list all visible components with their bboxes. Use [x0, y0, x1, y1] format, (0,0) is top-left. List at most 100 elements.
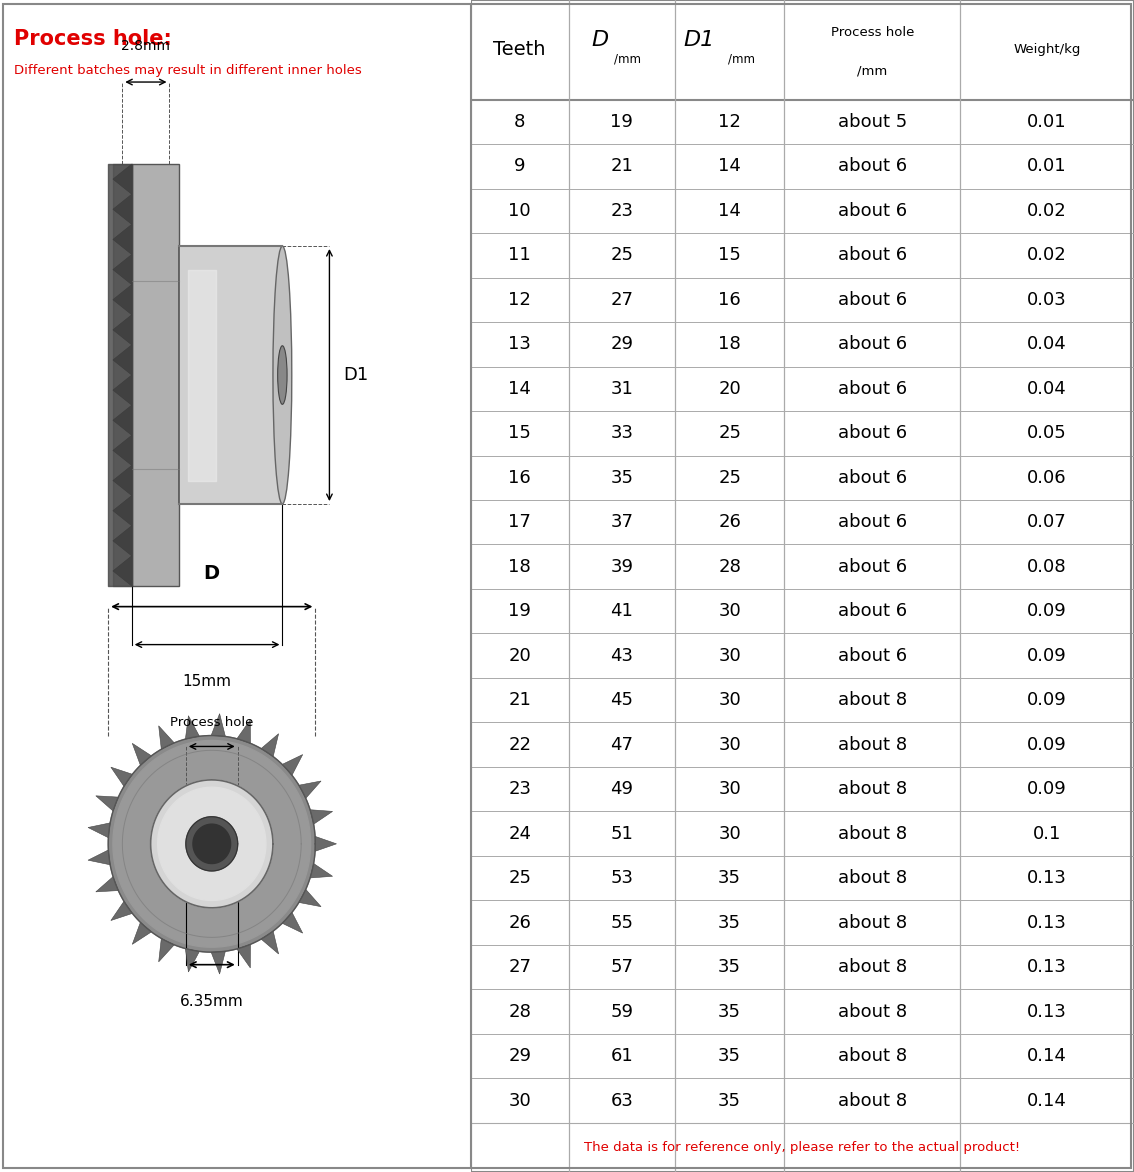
Polygon shape: [237, 720, 251, 743]
Text: about 8: about 8: [838, 781, 907, 798]
Text: 0.09: 0.09: [1027, 602, 1067, 620]
Text: 0.14: 0.14: [1027, 1047, 1067, 1065]
Text: 19: 19: [610, 113, 633, 131]
Text: 16: 16: [508, 469, 531, 486]
Text: 23: 23: [508, 781, 531, 798]
Polygon shape: [193, 824, 230, 864]
Ellipse shape: [278, 346, 287, 404]
Text: 28: 28: [718, 558, 742, 575]
Text: 30: 30: [718, 602, 741, 620]
Text: The data is for reference only, please refer to the actual product!: The data is for reference only, please r…: [584, 1140, 1021, 1154]
Text: 35: 35: [718, 1002, 742, 1021]
Text: 35: 35: [718, 1047, 742, 1065]
Text: /mm: /mm: [857, 64, 888, 77]
Text: 0.05: 0.05: [1027, 424, 1067, 442]
Text: 30: 30: [508, 1091, 531, 1110]
Bar: [179, 246, 282, 504]
Text: 0.13: 0.13: [1027, 958, 1067, 976]
Text: 18: 18: [508, 558, 531, 575]
Text: about 8: about 8: [838, 691, 907, 709]
Text: about 6: about 6: [838, 202, 907, 220]
Text: 0.02: 0.02: [1027, 246, 1067, 265]
Polygon shape: [211, 952, 226, 974]
Text: 14: 14: [718, 157, 742, 176]
Polygon shape: [88, 823, 110, 838]
Polygon shape: [185, 716, 200, 740]
Polygon shape: [151, 779, 273, 908]
Polygon shape: [133, 922, 152, 945]
Text: D: D: [204, 564, 220, 584]
Text: 20: 20: [718, 380, 741, 397]
Text: about 6: about 6: [838, 380, 907, 397]
Text: 15mm: 15mm: [183, 674, 231, 689]
Text: about 8: about 8: [838, 1047, 907, 1065]
Text: D1: D1: [684, 30, 716, 50]
Text: 15: 15: [508, 424, 531, 442]
Polygon shape: [159, 725, 175, 749]
Text: 35: 35: [718, 1091, 742, 1110]
Polygon shape: [111, 768, 133, 786]
Polygon shape: [159, 939, 175, 962]
Polygon shape: [113, 285, 132, 315]
Text: 12: 12: [718, 113, 742, 131]
Text: 37: 37: [610, 513, 634, 531]
Text: about 6: about 6: [838, 424, 907, 442]
Text: about 6: about 6: [838, 513, 907, 531]
Polygon shape: [113, 435, 132, 465]
Text: 16: 16: [718, 291, 741, 308]
Text: 26: 26: [718, 513, 742, 531]
Text: 0.13: 0.13: [1027, 914, 1067, 932]
Text: 35: 35: [718, 870, 742, 887]
Polygon shape: [282, 912, 303, 933]
Polygon shape: [310, 810, 332, 824]
Text: 35: 35: [610, 469, 634, 486]
Polygon shape: [113, 465, 132, 496]
Text: 8: 8: [514, 113, 525, 131]
Text: 30: 30: [718, 736, 741, 754]
Text: 23: 23: [610, 202, 634, 220]
Polygon shape: [299, 890, 321, 907]
Polygon shape: [185, 948, 200, 972]
Text: 0.09: 0.09: [1027, 647, 1067, 665]
Text: 30: 30: [718, 647, 741, 665]
Text: 39: 39: [610, 558, 634, 575]
Text: 63: 63: [610, 1091, 633, 1110]
Text: 26: 26: [508, 914, 531, 932]
Text: 45: 45: [610, 691, 634, 709]
Text: 0.04: 0.04: [1027, 380, 1067, 397]
Text: 0.01: 0.01: [1027, 113, 1067, 131]
Polygon shape: [211, 714, 226, 736]
Text: Teeth: Teeth: [493, 40, 545, 60]
Text: 53: 53: [610, 870, 634, 887]
Polygon shape: [113, 345, 132, 375]
Text: 49: 49: [610, 781, 634, 798]
Text: 0.09: 0.09: [1027, 736, 1067, 754]
Polygon shape: [113, 315, 132, 345]
Text: 0.09: 0.09: [1027, 781, 1067, 798]
Text: 0.07: 0.07: [1027, 513, 1067, 531]
Text: 12: 12: [508, 291, 531, 308]
Text: 27: 27: [508, 958, 531, 976]
Text: 9: 9: [514, 157, 525, 176]
Text: 15: 15: [718, 246, 742, 265]
Polygon shape: [113, 195, 132, 224]
Text: 14: 14: [508, 380, 531, 397]
Text: 20: 20: [508, 647, 531, 665]
Text: about 6: about 6: [838, 291, 907, 308]
Text: 47: 47: [610, 736, 634, 754]
Polygon shape: [113, 254, 132, 285]
Polygon shape: [261, 931, 279, 954]
Text: 25: 25: [718, 469, 742, 486]
Text: 14: 14: [718, 202, 742, 220]
Polygon shape: [315, 837, 337, 851]
Polygon shape: [113, 164, 132, 195]
Text: 0.09: 0.09: [1027, 691, 1067, 709]
Text: 55: 55: [610, 914, 634, 932]
Text: about 8: about 8: [838, 825, 907, 843]
Text: 30: 30: [718, 825, 741, 843]
Text: about 6: about 6: [838, 602, 907, 620]
Text: 10: 10: [508, 202, 531, 220]
Text: Process hole: Process hole: [830, 26, 914, 39]
Text: 25: 25: [718, 424, 742, 442]
Text: 33: 33: [610, 424, 634, 442]
